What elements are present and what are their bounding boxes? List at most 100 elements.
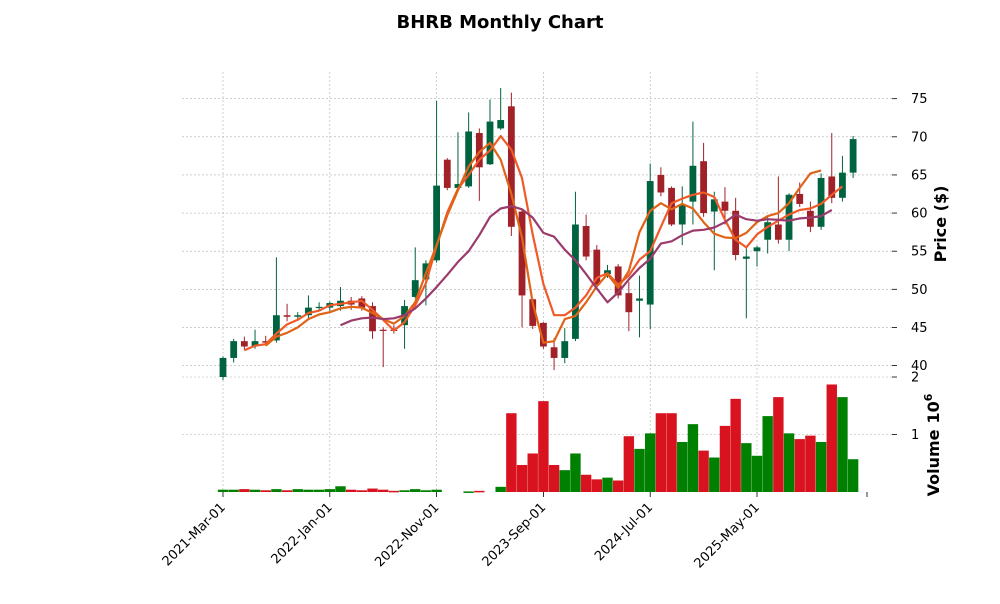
volume-bar [527, 453, 538, 492]
volume-bar [762, 416, 773, 492]
candle-body [240, 341, 248, 347]
candle-body [379, 329, 387, 331]
volume-bar [367, 488, 378, 492]
candle-body [497, 120, 505, 129]
candle-body [465, 131, 473, 187]
price-tick-label: 75 [911, 92, 928, 107]
price-tick-label: 60 [911, 207, 928, 222]
volume-bar [249, 489, 261, 492]
volume-bar [260, 490, 271, 492]
volume-bar [271, 489, 282, 492]
volume-bar [228, 489, 239, 492]
volume-bar [388, 490, 400, 493]
volume-axis-label: Volume 106 [922, 393, 943, 496]
volume-bar [335, 486, 346, 492]
volume-bar [324, 489, 335, 492]
volume-bar [217, 489, 229, 492]
volume-bar [741, 443, 752, 492]
candle-body [614, 266, 622, 296]
volume-bar [431, 489, 442, 492]
candle-body [593, 249, 601, 285]
price-tick-label: 50 [911, 283, 928, 298]
candle-body [849, 139, 857, 173]
candle-body [411, 280, 419, 297]
volume-bar [356, 490, 368, 492]
candle-layer [219, 88, 857, 381]
candle-body [828, 176, 836, 198]
volume-bar [303, 489, 314, 492]
candle-body [454, 184, 462, 188]
candle-body [807, 210, 814, 227]
volume-bar [239, 489, 250, 492]
candle-body [646, 181, 654, 305]
candle-body [358, 298, 366, 308]
volume-bar [495, 486, 506, 492]
volume-bar [730, 398, 741, 492]
price-axis-label: Price ($) [931, 186, 950, 263]
candle-body [721, 201, 729, 211]
candle-body [764, 222, 772, 240]
volume-bar [580, 474, 592, 492]
x-tick-label: 2023-Sep-01 [480, 500, 550, 570]
candle-body [219, 357, 227, 377]
candle-body [817, 177, 825, 227]
candle-body [251, 341, 259, 347]
volume-bar [826, 384, 837, 492]
volume-multiplier-base: 10 [924, 401, 943, 423]
candle-body [475, 133, 483, 168]
volume-bar [420, 490, 432, 492]
moving-average-line-ma_mid [264, 141, 822, 347]
candle-body [732, 210, 740, 255]
candle-body [230, 341, 238, 358]
volume-bar [677, 441, 688, 492]
volume-bar [378, 489, 389, 492]
candle-body [273, 315, 280, 341]
volume-layer [217, 384, 859, 493]
volume-bar [538, 401, 549, 492]
volume-bar [783, 433, 795, 492]
moving-average-line-ma_slow [340, 205, 833, 327]
volume-multiplier-exponent: 6 [922, 393, 935, 401]
volume-bar [805, 435, 816, 492]
moving-average-layer [243, 135, 844, 352]
volume-bar [345, 489, 357, 492]
volume-label-text: Volume [924, 429, 943, 496]
candle-body [785, 194, 793, 240]
volume-bar [794, 439, 805, 492]
volume-bar [612, 480, 624, 492]
volume-bar [591, 479, 602, 492]
volume-bar [773, 397, 784, 492]
candle-body [742, 256, 750, 259]
candle-body [604, 270, 611, 275]
volume-bar [548, 464, 560, 492]
volume-bar [687, 424, 699, 492]
price-tick-label: 45 [911, 321, 928, 336]
candle-body [668, 187, 675, 225]
volume-bar [281, 490, 293, 492]
volume-bar [623, 436, 635, 492]
volume-bar [506, 413, 517, 492]
grid-layer [182, 72, 892, 492]
volume-bar [719, 425, 731, 492]
volume-bar [463, 491, 474, 493]
volume-bar [313, 489, 325, 492]
x-tick-label: 2022-Jan-01 [269, 500, 336, 567]
candle-body [433, 185, 440, 261]
candle-body [518, 211, 526, 296]
volume-bar [399, 490, 410, 492]
volume-bar [815, 441, 827, 492]
x-tick-label: 2024-Jul-01 [592, 500, 656, 564]
volume-bar [570, 453, 581, 492]
moving-average-line-ma_fast [243, 135, 844, 352]
volume-bar [666, 413, 677, 492]
volume-bar [410, 489, 421, 492]
volume-bar [698, 450, 709, 492]
volume-bar [602, 477, 613, 492]
volume-tick-label: 2 [911, 371, 919, 386]
x-tick-label: 2022-Nov-01 [372, 500, 442, 570]
candle-body [540, 322, 547, 347]
volume-tick-label: 1 [911, 428, 919, 443]
volume-bar [559, 470, 570, 492]
